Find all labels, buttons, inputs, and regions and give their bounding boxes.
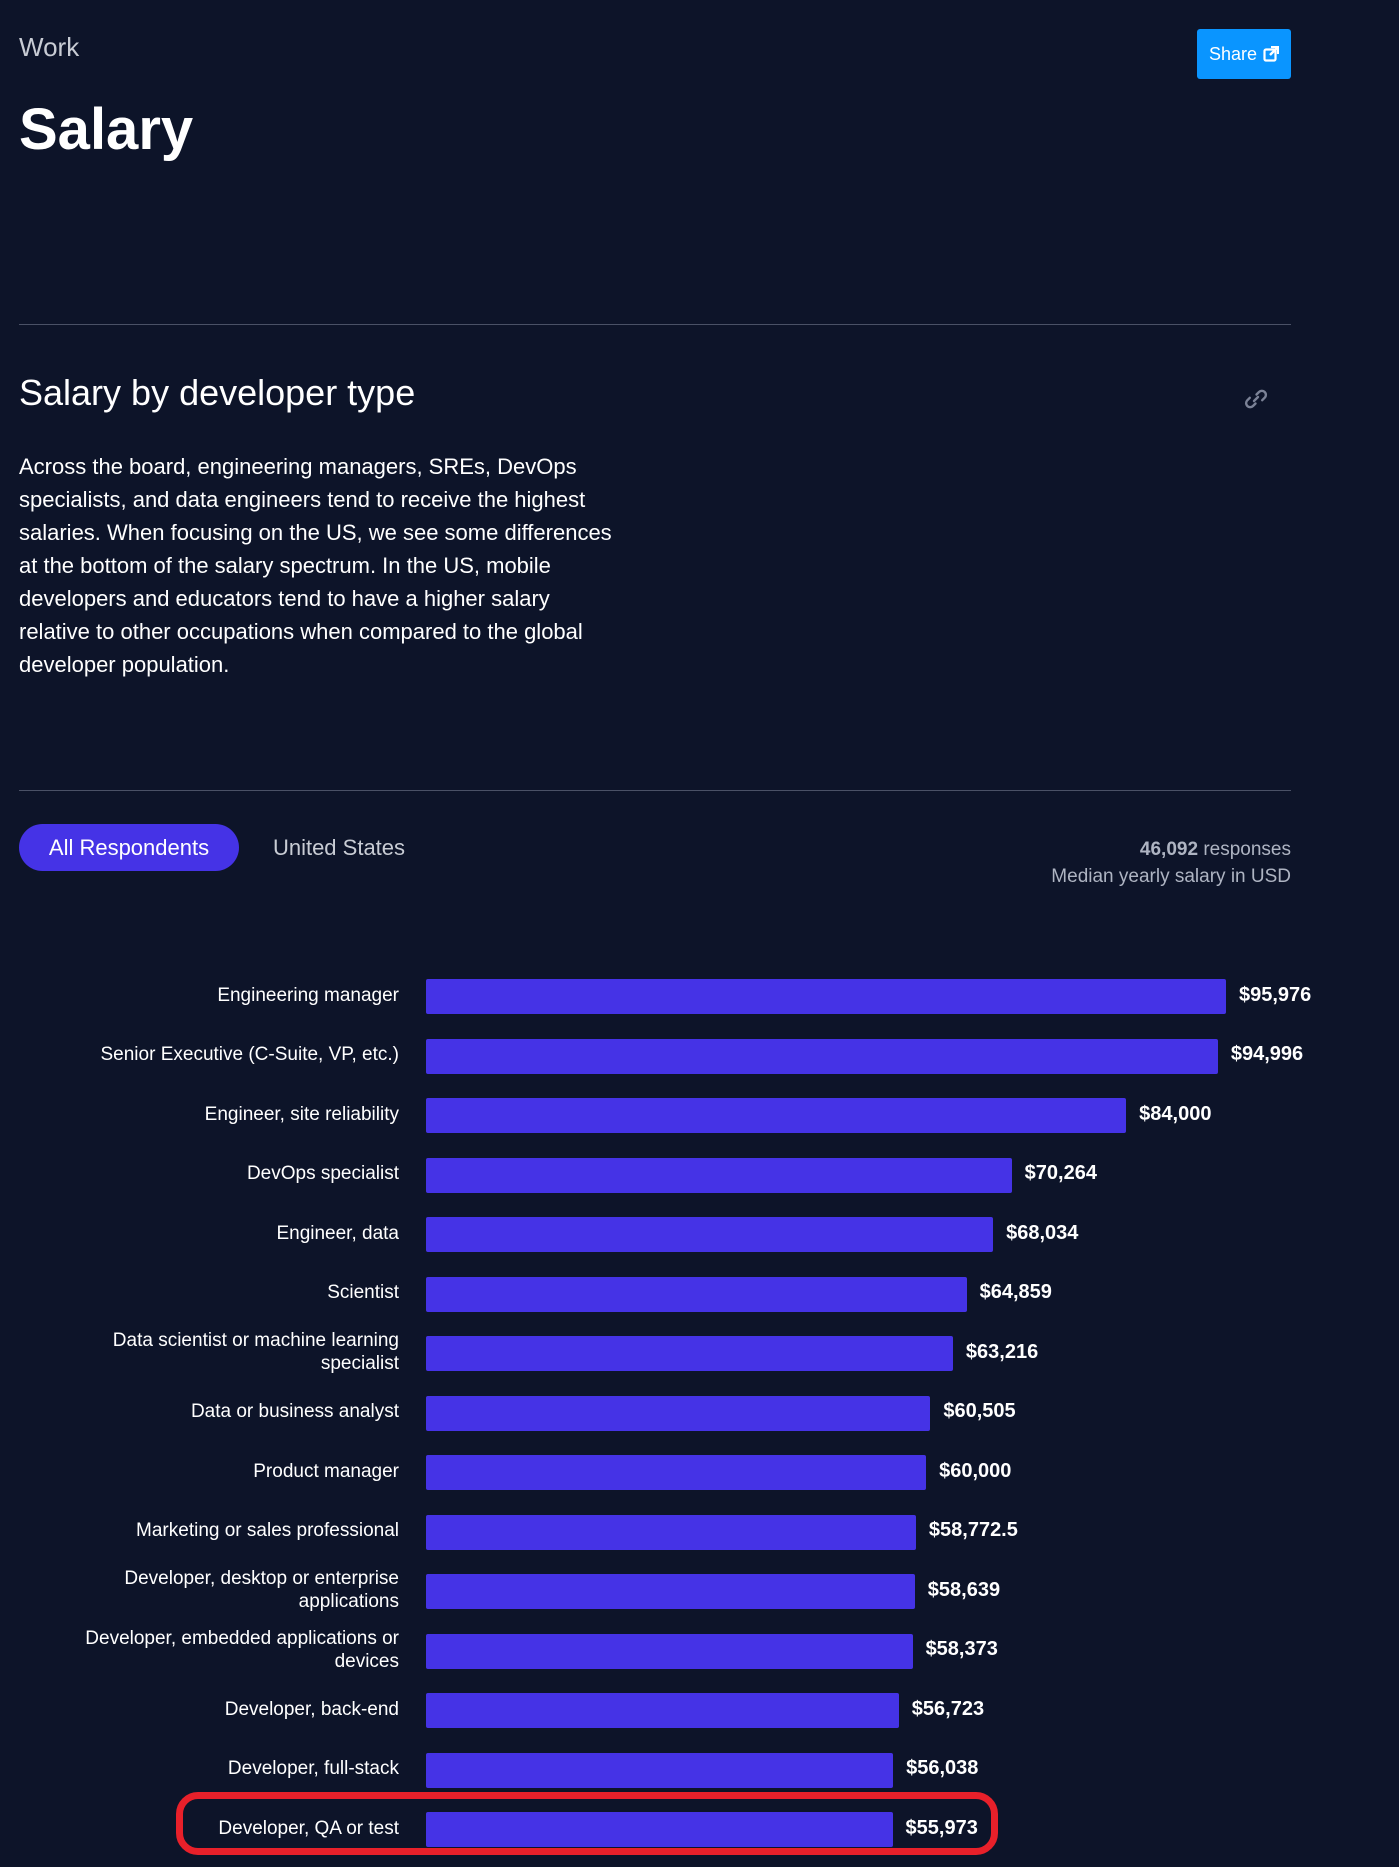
bar-category-label: Engineering manager bbox=[217, 984, 399, 1006]
share-button-label: Share bbox=[1208, 43, 1258, 64]
bar[interactable] bbox=[426, 1514, 916, 1550]
bar-category-label: Marketing or sales professional bbox=[136, 1520, 399, 1541]
chart-row: DevOps specialist $70,264 bbox=[19, 1149, 1399, 1199]
bar-value-label: $84,000 bbox=[1139, 1102, 1212, 1125]
chart-row: Developer, embedded applications or devi… bbox=[19, 1625, 1399, 1675]
chart-row: Engineer, data $68,034 bbox=[19, 1208, 1399, 1258]
bar-value-label: $63,216 bbox=[965, 1340, 1039, 1363]
chart-row: Product manager $60,000 bbox=[19, 1446, 1399, 1496]
bar-category-label: Data scientist or machine learning speci… bbox=[112, 1330, 399, 1374]
responses-count: 46,092 bbox=[1139, 839, 1199, 860]
chart-row: Developer, QA or test $55,973 bbox=[19, 1803, 1399, 1853]
chart-row: Developer, full-stack $56,038 bbox=[19, 1744, 1399, 1794]
responses-label: responses bbox=[1203, 839, 1291, 860]
link-icon[interactable] bbox=[1243, 386, 1269, 412]
section-description: Across the board, engineering managers, … bbox=[19, 454, 612, 677]
chart-row: Scientist $64,859 bbox=[19, 1268, 1399, 1318]
bar-value-label: $60,000 bbox=[939, 1459, 1012, 1482]
bar-category-label: Developer, full-stack bbox=[227, 1758, 399, 1779]
chart-row: Engineer, site reliability $84,000 bbox=[19, 1089, 1399, 1139]
bar[interactable] bbox=[426, 1098, 1127, 1133]
bar[interactable] bbox=[426, 1038, 1218, 1074]
bar[interactable] bbox=[426, 1217, 994, 1252]
chart-row: Developer, desktop or enterprise applica… bbox=[19, 1565, 1399, 1615]
bar-value-label: $58,373 bbox=[925, 1638, 998, 1660]
bar-category-label: Engineer, data bbox=[276, 1222, 399, 1244]
bar-category-label: Senior Executive (C-Suite, VP, etc.) bbox=[100, 1044, 400, 1065]
bar[interactable] bbox=[426, 1812, 893, 1847]
bar-value-label: $64,859 bbox=[979, 1281, 1052, 1303]
divider bbox=[19, 790, 1291, 791]
bar-category-label: Developer, back-end bbox=[224, 1698, 399, 1720]
bar-value-label: $60,505 bbox=[943, 1400, 1016, 1422]
section-heading: Salary by developer type bbox=[19, 372, 416, 413]
bar-category-label: Data or business analyst bbox=[190, 1401, 399, 1422]
chart-row: Senior Executive (C-Suite, VP, etc.) $94,… bbox=[19, 1030, 1399, 1080]
bar[interactable] bbox=[426, 1752, 894, 1788]
share-button[interactable]: Share bbox=[1197, 29, 1291, 79]
bar[interactable] bbox=[426, 1157, 1012, 1193]
bar-category-label: Developer, desktop or enterprise applica… bbox=[124, 1568, 399, 1612]
bar-category-label: Scientist bbox=[327, 1282, 399, 1303]
bar[interactable] bbox=[426, 1633, 913, 1669]
bar[interactable] bbox=[426, 1455, 927, 1490]
bar-category-label: Developer, QA or test bbox=[218, 1817, 399, 1839]
tab-united-states[interactable]: United States bbox=[259, 824, 419, 871]
responses-meta: 46,092 responses Median yearly salary in… bbox=[1051, 836, 1291, 890]
bar-category-label: Engineer, site reliability bbox=[204, 1103, 399, 1125]
bar[interactable] bbox=[426, 1276, 967, 1312]
chart-row: Data or business analyst $60,505 bbox=[19, 1387, 1399, 1437]
bar-category-label: Developer, embedded applications or devi… bbox=[85, 1627, 399, 1672]
bar-value-label: $56,723 bbox=[911, 1697, 985, 1720]
chart-subtitle: Median yearly salary in USD bbox=[1051, 866, 1291, 887]
external-link-icon bbox=[1263, 46, 1280, 62]
bar[interactable] bbox=[426, 1395, 931, 1431]
bar[interactable] bbox=[426, 1574, 915, 1609]
page-title: Salary bbox=[19, 97, 194, 162]
bar-value-label: $55,973 bbox=[905, 1816, 978, 1839]
bar[interactable] bbox=[426, 1336, 953, 1371]
chart-row: Engineering manager $95,976 bbox=[19, 970, 1399, 1020]
tab-all-respondents[interactable]: All Respondents bbox=[19, 824, 239, 871]
bar-value-label: $68,034 bbox=[1006, 1221, 1079, 1244]
divider bbox=[19, 324, 1291, 325]
bar-value-label: $95,976 bbox=[1239, 983, 1312, 1006]
bar-value-label: $94,996 bbox=[1230, 1043, 1304, 1065]
bar[interactable] bbox=[426, 979, 1226, 1014]
bar-value-label: $58,772.5 bbox=[928, 1519, 1018, 1541]
bar-category-label: Product manager bbox=[253, 1460, 399, 1482]
chart-row: Marketing or sales professional $58,772.5 bbox=[19, 1506, 1399, 1556]
bar-category-label: DevOps specialist bbox=[246, 1163, 399, 1184]
bar-value-label: $58,639 bbox=[927, 1578, 1001, 1601]
section-label: Work bbox=[19, 32, 80, 62]
bar[interactable] bbox=[426, 1693, 899, 1728]
chart-row: Data scientist or machine learning speci… bbox=[19, 1327, 1399, 1377]
bar-value-label: $70,264 bbox=[1024, 1162, 1097, 1184]
chart-row: Developer, back-end $56,723 bbox=[19, 1684, 1399, 1734]
bar-value-label: $56,038 bbox=[906, 1757, 979, 1779]
